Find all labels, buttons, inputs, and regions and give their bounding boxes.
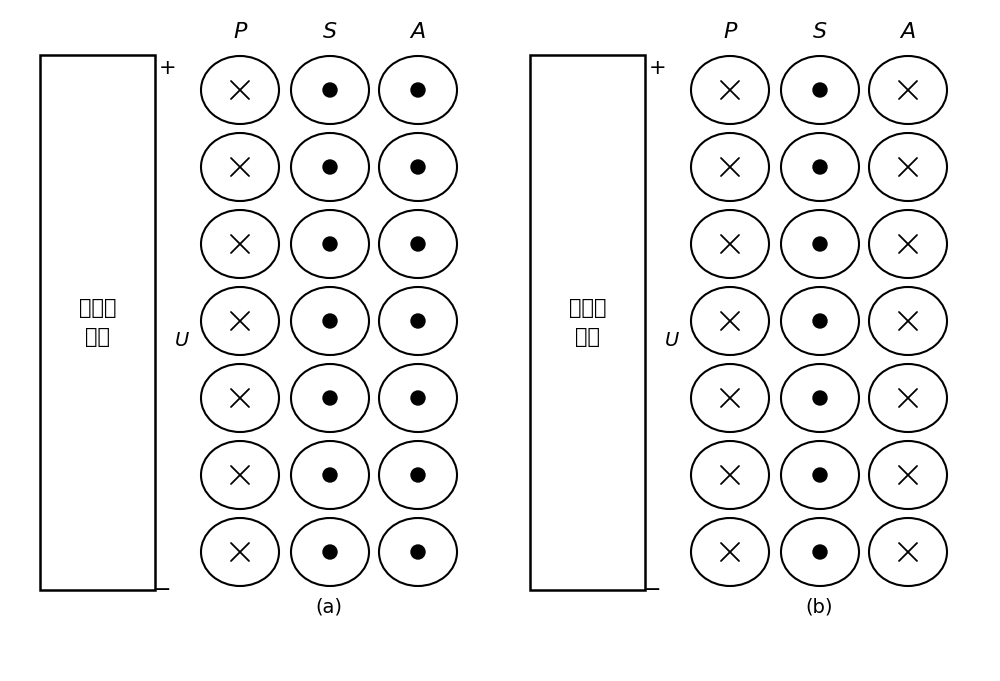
Text: (b): (b)	[805, 597, 833, 616]
Bar	[530, 55, 645, 590]
Circle shape	[411, 545, 425, 559]
Ellipse shape	[781, 287, 859, 355]
Ellipse shape	[201, 133, 279, 201]
Text: (a): (a)	[316, 597, 342, 616]
Ellipse shape	[869, 133, 947, 201]
Ellipse shape	[379, 133, 457, 201]
Text: A: A	[900, 22, 916, 42]
Circle shape	[411, 160, 425, 174]
Ellipse shape	[201, 56, 279, 124]
Circle shape	[323, 468, 337, 482]
Ellipse shape	[201, 210, 279, 278]
Ellipse shape	[379, 210, 457, 278]
Ellipse shape	[691, 364, 769, 432]
Ellipse shape	[201, 287, 279, 355]
Bar	[40, 55, 155, 590]
Ellipse shape	[291, 364, 369, 432]
Ellipse shape	[781, 56, 859, 124]
Ellipse shape	[379, 364, 457, 432]
Circle shape	[813, 237, 827, 251]
Ellipse shape	[781, 364, 859, 432]
Circle shape	[411, 314, 425, 328]
Text: +: +	[649, 58, 667, 78]
Ellipse shape	[691, 210, 769, 278]
Text: A: A	[410, 22, 426, 42]
Text: 变压器
骨架: 变压器 骨架	[79, 298, 116, 347]
Ellipse shape	[201, 441, 279, 509]
Circle shape	[323, 545, 337, 559]
Ellipse shape	[291, 518, 369, 586]
Text: 变压器
骨架: 变压器 骨架	[569, 298, 606, 347]
Text: P: P	[723, 22, 737, 42]
Circle shape	[411, 237, 425, 251]
Ellipse shape	[291, 56, 369, 124]
Circle shape	[323, 391, 337, 405]
Ellipse shape	[869, 56, 947, 124]
Ellipse shape	[691, 441, 769, 509]
Ellipse shape	[691, 56, 769, 124]
Text: U: U	[665, 330, 679, 349]
Circle shape	[411, 391, 425, 405]
Ellipse shape	[691, 518, 769, 586]
Ellipse shape	[291, 441, 369, 509]
Ellipse shape	[869, 441, 947, 509]
Text: +: +	[159, 58, 177, 78]
Ellipse shape	[379, 518, 457, 586]
Circle shape	[813, 545, 827, 559]
Text: −: −	[154, 580, 172, 600]
Ellipse shape	[379, 287, 457, 355]
Circle shape	[813, 468, 827, 482]
Ellipse shape	[291, 210, 369, 278]
Ellipse shape	[781, 518, 859, 586]
Ellipse shape	[379, 56, 457, 124]
Circle shape	[813, 391, 827, 405]
Text: S: S	[813, 22, 827, 42]
Ellipse shape	[691, 287, 769, 355]
Circle shape	[323, 237, 337, 251]
Circle shape	[323, 314, 337, 328]
Ellipse shape	[201, 518, 279, 586]
Ellipse shape	[291, 133, 369, 201]
Ellipse shape	[691, 133, 769, 201]
Ellipse shape	[201, 364, 279, 432]
Text: S: S	[323, 22, 337, 42]
Ellipse shape	[379, 441, 457, 509]
Circle shape	[323, 160, 337, 174]
Text: P: P	[233, 22, 247, 42]
Circle shape	[323, 83, 337, 97]
Ellipse shape	[869, 518, 947, 586]
Ellipse shape	[869, 210, 947, 278]
Text: U: U	[175, 330, 189, 349]
Text: −: −	[644, 580, 662, 600]
Ellipse shape	[291, 287, 369, 355]
Circle shape	[813, 160, 827, 174]
Circle shape	[411, 468, 425, 482]
Ellipse shape	[869, 287, 947, 355]
Circle shape	[813, 314, 827, 328]
Circle shape	[813, 83, 827, 97]
Ellipse shape	[869, 364, 947, 432]
Ellipse shape	[781, 210, 859, 278]
Ellipse shape	[781, 441, 859, 509]
Ellipse shape	[781, 133, 859, 201]
Circle shape	[411, 83, 425, 97]
